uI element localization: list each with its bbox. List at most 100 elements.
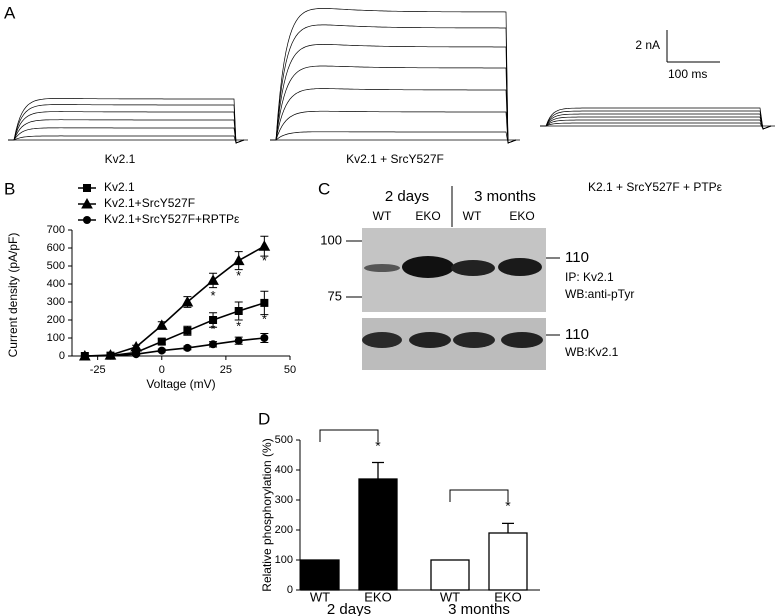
current-trace bbox=[8, 135, 245, 144]
data-point bbox=[155, 319, 168, 330]
data-point bbox=[234, 336, 243, 345]
legend-label: Kv2.1+SrcY527F bbox=[104, 196, 195, 210]
current-trace bbox=[540, 122, 772, 130]
bracket bbox=[319, 429, 379, 442]
current-trace bbox=[8, 98, 245, 144]
y-axis-label: Current density (pA/pF) bbox=[6, 233, 20, 358]
bar bbox=[358, 478, 398, 591]
error-bar bbox=[502, 522, 514, 533]
x-tick-label: EKO bbox=[494, 589, 521, 604]
current-trace bbox=[270, 8, 517, 144]
panel-label: A bbox=[4, 3, 16, 22]
data-point bbox=[132, 350, 141, 359]
band bbox=[501, 332, 543, 348]
data-point bbox=[260, 298, 269, 307]
current-trace bbox=[540, 110, 772, 130]
data-point bbox=[207, 274, 219, 285]
group-label: 2 days bbox=[385, 188, 429, 205]
band bbox=[402, 256, 454, 278]
data-point bbox=[209, 316, 218, 324]
current-trace bbox=[8, 119, 245, 144]
data-point bbox=[157, 337, 166, 346]
significance-mark: * bbox=[236, 319, 241, 334]
trace-caption: Kv2.1 + SrcY527F bbox=[346, 152, 444, 166]
band bbox=[498, 258, 542, 276]
y-tick-label: 300 bbox=[275, 494, 293, 506]
x-tick-label: 50 bbox=[284, 364, 296, 376]
panel-label: D bbox=[258, 409, 270, 428]
x-tick-label: WT bbox=[310, 589, 330, 604]
current-trace bbox=[270, 110, 517, 144]
legend-label: Kv2.1 bbox=[104, 180, 135, 194]
y-axis-label: Relative phosphorylation (%) bbox=[260, 438, 274, 591]
panel-label: C bbox=[318, 179, 330, 198]
group-label: 3 months bbox=[448, 601, 510, 616]
y-tick-label: 200 bbox=[275, 524, 293, 536]
data-point bbox=[234, 307, 243, 315]
x-tick-label: 25 bbox=[220, 364, 232, 376]
trace-caption: Kv2.1 bbox=[105, 152, 136, 166]
bar bbox=[430, 559, 470, 591]
bar bbox=[300, 559, 340, 591]
mw-marker: 100 bbox=[320, 232, 342, 247]
x-tick-label: 0 bbox=[159, 364, 165, 376]
current-trace bbox=[270, 88, 517, 144]
lane-label: WT bbox=[463, 209, 482, 223]
panel-label: B bbox=[4, 179, 15, 198]
group-label: 2 days bbox=[327, 601, 371, 616]
current-trace bbox=[540, 107, 772, 130]
y-tick-label: 0 bbox=[287, 584, 293, 596]
significance-mark: * bbox=[236, 268, 241, 283]
significance-mark: * bbox=[375, 438, 381, 454]
data-point bbox=[80, 352, 89, 360]
current-trace bbox=[270, 24, 517, 144]
band bbox=[451, 260, 495, 276]
trace-caption: K2.1 + SrcY527F + PTPε bbox=[588, 180, 723, 194]
lane-label: EKO bbox=[415, 209, 440, 223]
current-trace bbox=[8, 104, 245, 144]
data-point bbox=[232, 254, 245, 266]
blot-label: WB:Kv2.1 bbox=[565, 345, 619, 359]
blot-label: WB:anti-pTyr bbox=[565, 287, 634, 301]
lane-label: EKO bbox=[509, 209, 534, 223]
y-tick-label: 500 bbox=[275, 434, 293, 446]
legend-marker bbox=[83, 184, 91, 192]
current-trace bbox=[270, 131, 517, 144]
x-tick-label: -25 bbox=[90, 364, 106, 376]
y-tick-label: 300 bbox=[47, 296, 65, 308]
band bbox=[453, 332, 495, 348]
data-point bbox=[106, 351, 115, 360]
band-size: 110 bbox=[565, 249, 589, 266]
data-point bbox=[181, 295, 194, 307]
current-trace bbox=[540, 113, 772, 130]
series-line bbox=[84, 337, 265, 357]
y-tick-label: 400 bbox=[275, 464, 293, 476]
current-trace bbox=[540, 119, 772, 130]
y-tick-label: 100 bbox=[275, 554, 293, 566]
scale-label: 2 nA bbox=[635, 38, 660, 52]
band bbox=[362, 332, 402, 348]
current-trace bbox=[8, 127, 245, 144]
current-trace bbox=[270, 65, 517, 144]
significance-mark: * bbox=[211, 321, 216, 336]
y-tick-label: 400 bbox=[47, 278, 65, 290]
significance-mark: * bbox=[262, 253, 267, 268]
x-tick-label: WT bbox=[440, 589, 460, 604]
data-point bbox=[183, 343, 192, 352]
band bbox=[409, 332, 451, 348]
data-point bbox=[258, 240, 271, 251]
bracket bbox=[449, 489, 509, 502]
current-trace bbox=[8, 111, 245, 144]
y-tick-label: 600 bbox=[47, 242, 65, 254]
significance-mark: * bbox=[211, 288, 216, 303]
mw-marker: 75 bbox=[328, 288, 342, 303]
bar bbox=[488, 532, 528, 591]
data-point bbox=[209, 340, 218, 349]
data-point bbox=[157, 346, 166, 355]
y-tick-label: 0 bbox=[59, 350, 65, 362]
scale-label: 100 ms bbox=[668, 67, 707, 81]
y-tick-label: 500 bbox=[47, 260, 65, 272]
data-point bbox=[183, 326, 192, 335]
